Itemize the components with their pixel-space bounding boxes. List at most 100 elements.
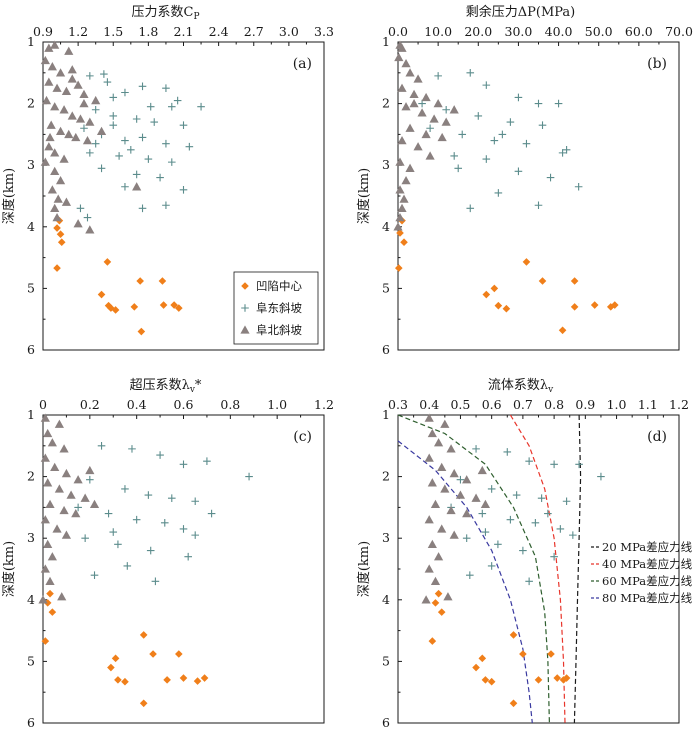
legend-label: 60 MPa差应力线	[602, 574, 693, 588]
data-point	[138, 133, 147, 142]
data-point	[449, 105, 459, 114]
data-point	[61, 468, 72, 478]
data-point	[427, 478, 437, 487]
y-tick-label: 6	[27, 342, 35, 357]
data-point	[417, 108, 427, 117]
x-tick-label: 0.2	[80, 397, 100, 412]
data-point	[59, 505, 69, 515]
data-point	[409, 89, 419, 99]
x-tick-label: 1.5	[103, 24, 123, 39]
data-point	[449, 530, 459, 539]
data-point	[53, 224, 61, 232]
data-point	[553, 674, 562, 682]
data-point	[550, 460, 558, 469]
data-point	[184, 552, 192, 561]
stress-line	[509, 414, 566, 724]
data-point	[442, 105, 450, 114]
data-point	[45, 499, 55, 508]
data-point	[86, 475, 94, 484]
data-point	[413, 142, 423, 151]
data-point	[575, 460, 583, 469]
y-tick-label: 4	[27, 219, 35, 234]
data-point	[132, 115, 141, 123]
data-point	[170, 301, 178, 309]
data-point	[66, 490, 76, 499]
data-point	[175, 650, 183, 658]
data-point	[394, 52, 404, 62]
data-point	[503, 448, 512, 456]
panel-a: 0.9 1.2 1.5 1.8 2.1 2.4 2.7 3.0 3.3 1 2 3 4 5 6 压力系数CP 深…	[1, 5, 334, 357]
data-point	[139, 631, 148, 639]
data-point	[146, 546, 155, 555]
legend-marker	[241, 304, 249, 312]
data-point	[502, 304, 511, 313]
data-point	[127, 146, 135, 154]
x-tick-label: 0.9	[575, 397, 595, 412]
data-point	[67, 111, 77, 120]
data-point	[43, 428, 53, 438]
y-tick-label: 2	[382, 469, 390, 484]
data-point	[480, 499, 491, 508]
data-point	[395, 157, 405, 166]
data-point	[109, 112, 118, 120]
data-point	[558, 149, 567, 157]
data-point	[434, 72, 442, 80]
data-point	[597, 472, 605, 481]
legend-label: 80 MPa差应力线	[602, 591, 693, 605]
data-point	[91, 105, 100, 114]
x-tick-label: 2.7	[244, 24, 264, 39]
data-point	[109, 528, 118, 536]
data-point	[179, 121, 188, 129]
data-point	[472, 663, 480, 672]
y-tick-label: 5	[27, 653, 35, 668]
data-point	[96, 126, 107, 135]
data-point	[159, 301, 168, 309]
data-point	[397, 135, 407, 145]
data-point	[50, 102, 60, 111]
data-point	[458, 130, 467, 139]
data-point	[534, 99, 543, 108]
data-point	[52, 212, 62, 222]
data-point	[61, 86, 72, 95]
data-point	[498, 130, 507, 139]
data-point	[136, 277, 144, 285]
data-point	[73, 80, 83, 89]
x-tick-label: 3.0	[279, 24, 299, 39]
data-point	[59, 444, 69, 453]
data-point	[50, 166, 60, 176]
data-point	[47, 185, 57, 194]
data-point	[522, 258, 531, 266]
data-point	[114, 676, 122, 684]
data-point	[175, 304, 183, 312]
data-point	[471, 493, 481, 502]
data-point	[482, 290, 491, 299]
data-point	[506, 515, 515, 524]
x-tick-label: 70.0	[665, 24, 693, 39]
x-tick-label: 30.0	[505, 24, 533, 39]
data-point	[107, 663, 115, 672]
data-point	[104, 509, 113, 518]
data-point	[440, 484, 450, 493]
y-axis-label: 深度(km)	[1, 541, 17, 597]
data-point	[424, 515, 434, 524]
data-point	[132, 515, 141, 524]
data-point	[52, 524, 62, 533]
y-tick-label: 3	[382, 530, 390, 545]
data-point	[71, 508, 81, 518]
data-point	[514, 167, 523, 176]
data-point	[97, 442, 106, 450]
data-point	[449, 468, 459, 478]
data-point	[150, 118, 159, 126]
data-point	[111, 654, 120, 663]
data-point	[401, 58, 411, 68]
data-point	[111, 306, 120, 314]
x-tick-label: 0.9	[33, 24, 53, 39]
data-point	[104, 301, 113, 310]
data-point	[38, 595, 48, 604]
data-point	[85, 465, 95, 475]
data-point	[156, 173, 164, 182]
data-point	[41, 95, 52, 105]
data-point	[450, 152, 458, 160]
data-point	[64, 46, 74, 55]
data-point	[179, 674, 188, 682]
